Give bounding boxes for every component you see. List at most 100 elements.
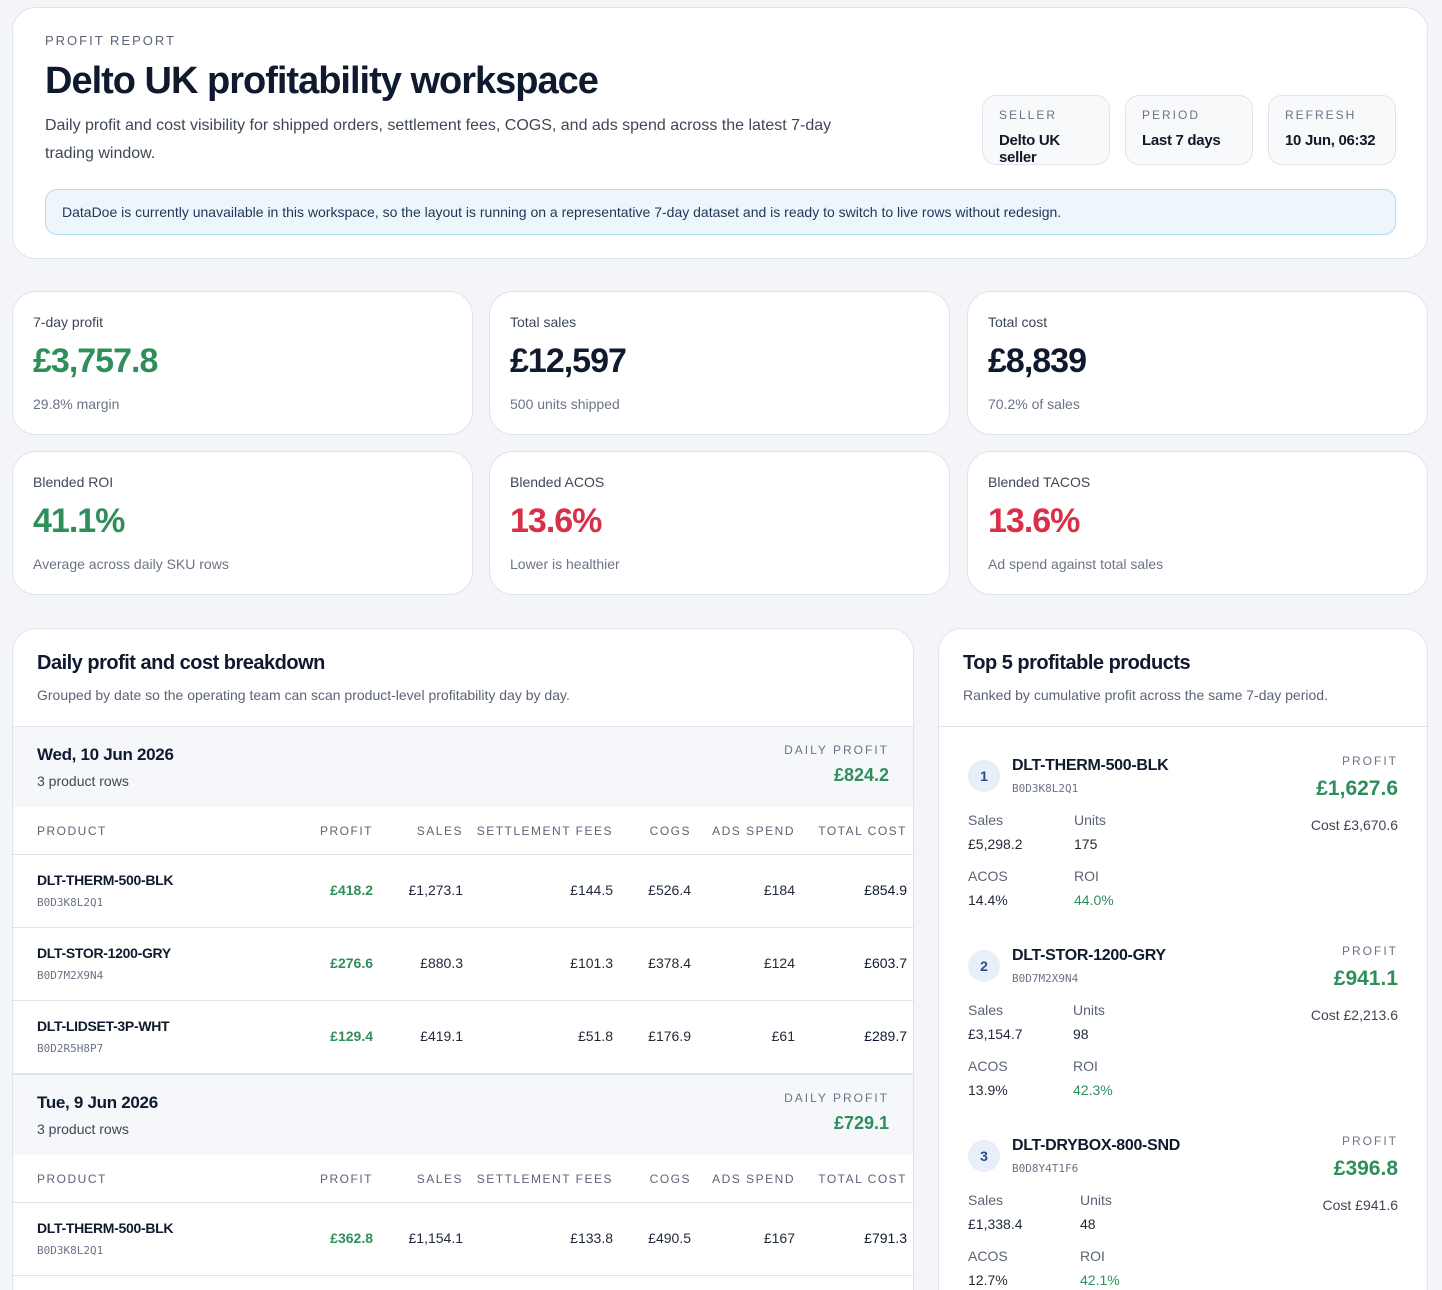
cell-cogs: £176.9 (648, 1028, 691, 1044)
profit-label: PROFIT (1342, 754, 1398, 768)
column-header-profit[interactable]: PROFIT (320, 824, 373, 838)
cell-ads: £61 (771, 1028, 795, 1044)
sales-value: £3,154.7 (968, 1026, 1023, 1042)
sales-label: Sales (968, 812, 1004, 828)
refresh-status[interactable]: REFRESH 10 Jun, 06:32 (1268, 95, 1396, 165)
sales-value: £5,298.2 (968, 836, 1023, 852)
column-header-fees[interactable]: SETTLEMENT FEES (476, 1172, 613, 1186)
units-label: Units (1080, 1192, 1112, 1208)
acos-value: 13.9% (968, 1082, 1008, 1098)
kpi-sub: 70.2% of sales (988, 396, 1080, 412)
roi-label: ROI (1073, 1058, 1098, 1074)
product-asin: B0D7M2X9N4 (1012, 972, 1079, 985)
header-panel: PROFIT REPORT Delto UK profitability wor… (12, 7, 1428, 259)
day-group-header: Tue, 9 Jun 2026 3 product rows DAILY PRO… (13, 1075, 913, 1155)
kpi-value: 41.1% (33, 502, 125, 540)
units-value: 175 (1074, 836, 1098, 852)
top-product-item[interactable]: 3 DLT-DRYBOX-800-SND B0D8Y4T1F6 PROFIT £… (939, 1134, 1427, 1290)
kpi-label: Blended ROI (33, 474, 114, 490)
data-notice-banner: DataDoe is currently unavailable in this… (45, 189, 1396, 235)
column-header-profit[interactable]: PROFIT (320, 1172, 373, 1186)
seller-selector[interactable]: SELLER Delto UK seller (982, 95, 1110, 166)
column-header-total-cost[interactable]: TOTAL COST (818, 824, 907, 838)
seller-label: SELLER (999, 108, 1058, 122)
cell-cogs: £526.4 (648, 882, 691, 898)
kpi-value: £8,839 (988, 342, 1087, 380)
profit-value: £941.1 (1333, 967, 1398, 990)
top-product-item[interactable]: 2 DLT-STOR-1200-GRY B0D7M2X9N4 PROFIT £9… (939, 944, 1427, 1140)
cost-value: Cost £3,670.6 (1310, 817, 1398, 833)
kpi-sub: Ad spend against total sales (988, 556, 1164, 572)
refresh-value: 10 Jun, 06:32 (1285, 132, 1376, 149)
cell-ads: £184 (763, 882, 795, 898)
column-header-ads[interactable]: ADS SPEND (712, 1172, 795, 1186)
table-row[interactable]: DLT-STOR-1200-GRY B0D7M2X9N4 £276.6 £880… (13, 928, 913, 1001)
cell-cogs: £490.5 (648, 1230, 691, 1246)
period-label: PERIOD (1142, 108, 1201, 122)
period-selector[interactable]: PERIOD Last 7 days (1125, 95, 1253, 165)
column-header-sales[interactable]: SALES (416, 824, 463, 838)
product-asin: B0D3K8L2Q1 (1012, 782, 1079, 795)
cell-ads: £124 (763, 955, 795, 971)
column-header-sales[interactable]: SALES (416, 1172, 463, 1186)
product-sku: DLT-STOR-1200-GRY (37, 945, 171, 961)
kpi-value: 13.6% (988, 502, 1080, 540)
seller-value: Delto UK seller (999, 132, 1060, 166)
section-title: Top 5 profitable products (963, 652, 1191, 674)
day-date: Wed, 10 Jun 2026 (37, 745, 174, 764)
column-header-ads[interactable]: ADS SPEND (712, 824, 795, 838)
product-sku: DLT-THERM-500-BLK (37, 872, 174, 888)
top-product-item[interactable]: 1 DLT-THERM-500-BLK B0D3K8L2Q1 PROFIT £1… (939, 754, 1427, 950)
cell-cogs: £378.4 (648, 955, 691, 971)
column-header-fees[interactable]: SETTLEMENT FEES (476, 824, 613, 838)
table-row[interactable]: DLT-THERM-500-BLK B0D3K8L2Q1 £362.8 £1,1… (13, 1203, 913, 1276)
column-header-cogs[interactable]: COGS (649, 824, 691, 838)
units-value: 48 (1080, 1216, 1096, 1232)
profit-value: £396.8 (1333, 1157, 1398, 1180)
cell-profit: £418.2 (330, 882, 373, 898)
cell-profit: £362.8 (330, 1230, 373, 1246)
kpi-sub: Average across daily SKU rows (33, 556, 229, 572)
cell-sales: £1,273.1 (408, 882, 464, 898)
cell-fees: £133.8 (570, 1230, 613, 1246)
cell-sales: £880.3 (420, 955, 463, 971)
product-sku: DLT-THERM-500-BLK (37, 1220, 174, 1236)
day-date: Tue, 9 Jun 2026 (37, 1093, 158, 1112)
kpi-card-cost: Total cost £8,839 70.2% of sales (967, 291, 1428, 435)
section-title: Daily profit and cost breakdown (37, 652, 325, 674)
product-sku: DLT-LIDSET-3P-WHT (37, 1018, 170, 1034)
product-sku: DLT-THERM-500-BLK (1012, 757, 1169, 774)
column-header-cogs[interactable]: COGS (649, 1172, 691, 1186)
product-asin: B0D3K8L2Q1 (37, 896, 104, 909)
cell-fees: £51.8 (577, 1028, 613, 1044)
kpi-value: 13.6% (510, 502, 602, 540)
rank-badge: 3 (968, 1140, 1000, 1172)
period-value: Last 7 days (1142, 132, 1221, 149)
kpi-card-acos: Blended ACOS 13.6% Lower is healthier (489, 451, 950, 595)
kpi-label: Blended TACOS (988, 474, 1091, 490)
page-title: Delto UK profitability workspace (45, 60, 599, 102)
day-row-count: 3 product rows (37, 1121, 129, 1137)
column-header-total-cost[interactable]: TOTAL COST (818, 1172, 907, 1186)
day-separator (13, 1073, 913, 1075)
cell-fees: £101.3 (570, 955, 613, 971)
column-header-product[interactable]: PRODUCT (37, 1172, 107, 1186)
roi-label: ROI (1074, 868, 1099, 884)
profit-label: PROFIT (1342, 944, 1398, 958)
acos-label: ACOS (968, 1248, 1008, 1264)
kpi-value: £3,757.8 (33, 342, 158, 380)
acos-value: 12.7% (968, 1272, 1008, 1288)
sales-label: Sales (968, 1192, 1004, 1208)
table-row[interactable]: DLT-THERM-500-BLK B0D3K8L2Q1 £418.2 £1,2… (13, 855, 913, 928)
roi-value: 42.1% (1080, 1272, 1120, 1288)
cell-total-cost: £603.7 (864, 955, 907, 971)
table-row[interactable]: DLT-LIDSET-3P-WHT B0D2R5H8P7 £129.4 £419… (13, 1001, 913, 1074)
column-header-product[interactable]: PRODUCT (37, 824, 107, 838)
product-asin: B0D3K8L2Q1 (37, 1244, 104, 1257)
section-subtitle: Ranked by cumulative profit across the s… (963, 687, 1328, 703)
product-sku: DLT-DRYBOX-800-SND (1012, 1137, 1180, 1154)
profit-value: £1,627.6 (1316, 777, 1398, 800)
roi-label: ROI (1080, 1248, 1105, 1264)
table-header: PRODUCT PROFIT SALES SETTLEMENT FEES COG… (13, 1155, 913, 1203)
refresh-label: REFRESH (1285, 108, 1357, 122)
